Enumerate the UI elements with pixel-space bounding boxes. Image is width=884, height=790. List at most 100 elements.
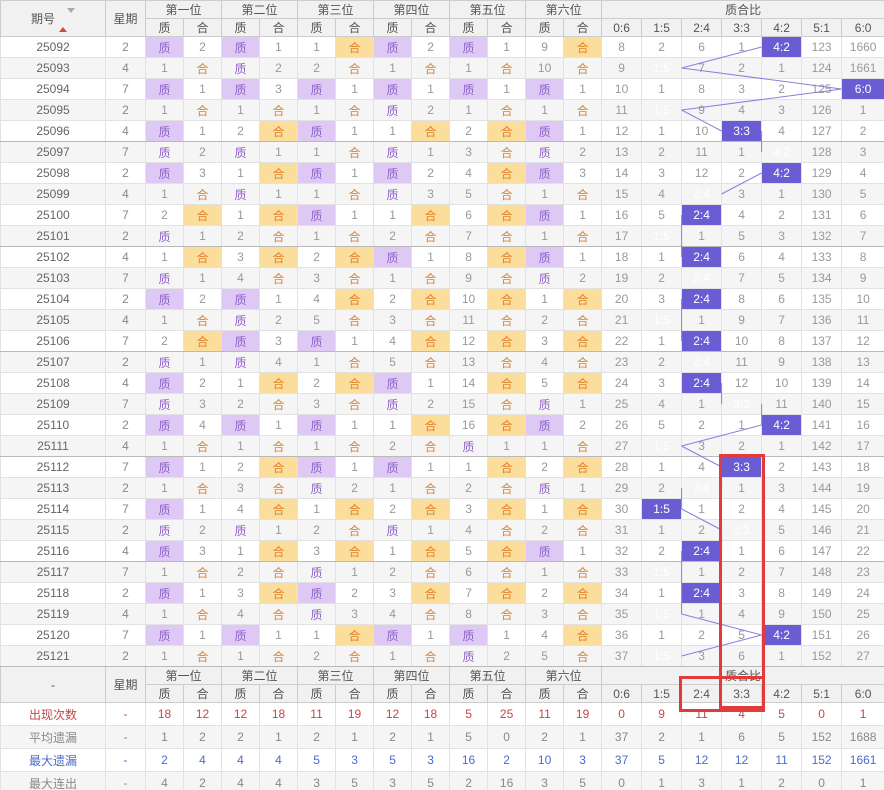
composite-cell: 合 — [487, 519, 527, 541]
prime-cell: 质 — [373, 372, 413, 394]
col-header-composite: 合 — [259, 18, 299, 37]
col-group-position-4: 第四位 — [373, 0, 451, 19]
stat-cell: 2 — [525, 725, 565, 749]
composite-cell: 合 — [182, 99, 223, 121]
miss-cell: 1 — [563, 540, 603, 562]
col-header-prime: 质 — [525, 18, 565, 37]
ratio-miss-cell: 7 — [721, 267, 763, 289]
ratio-miss-cell: 3 — [721, 183, 763, 205]
prime-cell: 质 — [449, 36, 489, 58]
miss-cell: 2 — [335, 477, 375, 499]
ratio-miss-cell: 12 — [681, 162, 723, 184]
miss-cell: 3 — [182, 162, 223, 184]
ratio-miss-cell: 10 — [681, 120, 723, 142]
miss-cell: 2 — [182, 288, 223, 310]
ratio-miss-cell: 2 — [641, 141, 683, 163]
ratio-miss-cell: 35 — [601, 603, 643, 625]
ratio-miss-cell: 7 — [841, 225, 884, 247]
composite-cell: 合 — [411, 309, 451, 331]
stat-ratio-cell: 37 — [601, 748, 643, 772]
ratio-miss-cell: 12 — [601, 120, 643, 142]
miss-cell: 1 — [411, 246, 451, 268]
period-cell: 25095 — [0, 99, 106, 121]
table-row: 25112 7 质 1 2 合质 1 质 1 1 合 2 合 28 1 4 3:3 2 143 18 — [0, 456, 884, 478]
composite-cell: 合 — [487, 309, 527, 331]
ratio-miss-cell: 8 — [761, 582, 803, 604]
miss-cell: 1 — [373, 540, 413, 562]
composite-cell: 合 — [259, 162, 299, 184]
composite-cell: 合 — [335, 393, 375, 415]
stat-label[interactable]: 最大连出 — [0, 771, 106, 790]
stat-label[interactable]: 出现次数 — [0, 702, 106, 726]
ratio-miss-cell: 4 — [721, 603, 763, 625]
col-header-ratio-4-2: 4:2 — [761, 18, 803, 37]
prime-cell: 质 — [525, 78, 565, 100]
miss-cell: 2 — [373, 435, 413, 457]
period-header[interactable]: 期号 — [0, 0, 106, 37]
miss-cell: 3 — [335, 603, 375, 625]
composite-cell: 合 — [182, 330, 223, 352]
miss-cell: 1 — [373, 267, 413, 289]
miss-cell: 4 — [259, 351, 299, 373]
miss-cell: 1 — [411, 372, 451, 394]
ratio-miss-cell: 23 — [841, 561, 884, 583]
miss-cell: 1 — [449, 57, 489, 79]
composite-cell: 合 — [411, 288, 451, 310]
composite-cell: 合 — [182, 603, 223, 625]
miss-cell: 2 — [411, 36, 451, 58]
ratio-miss-cell: 26 — [841, 624, 884, 646]
ratio-miss-cell: 125 — [801, 78, 843, 100]
stat-label[interactable]: 最大遗漏 — [0, 748, 106, 772]
prime-cell: 质 — [297, 582, 337, 604]
col-group-position-5: 第五位 — [449, 0, 527, 19]
prime-cell: 质 — [449, 624, 489, 646]
miss-cell: 3 — [182, 540, 223, 562]
ratio-miss-cell: 6 — [761, 288, 803, 310]
miss-cell: 6 — [449, 204, 489, 226]
composite-cell: 合 — [563, 351, 603, 373]
stat-label[interactable]: 平均遗漏 — [0, 725, 106, 749]
prime-cell: 质 — [145, 225, 184, 247]
ratio-miss-cell: 146 — [801, 519, 843, 541]
ratio-hit-cell: 4:2 — [761, 624, 803, 646]
composite-cell: 合 — [487, 414, 527, 436]
ratio-miss-cell: 124 — [801, 57, 843, 79]
miss-cell: 3 — [297, 540, 337, 562]
stat-ratio-cell: 1 — [841, 771, 884, 790]
composite-cell: 合 — [487, 267, 527, 289]
ratio-hit-cell: 2:4 — [681, 246, 723, 268]
miss-cell: 1 — [259, 288, 299, 310]
ratio-miss-cell: 1 — [761, 645, 803, 667]
composite-cell: 合 — [411, 57, 451, 79]
table-row: 25108 4 质 2 1 合 2 合质 1 14 合 5 合 24 3 2:4 12 10 139 14 — [0, 372, 884, 394]
ratio-miss-cell: 3 — [681, 435, 723, 457]
miss-cell: 2 — [221, 561, 261, 583]
miss-cell: 1 — [145, 561, 184, 583]
col-header-prime: 质 — [297, 18, 337, 37]
composite-cell: 合 — [411, 540, 451, 562]
stat-cell: 12 — [221, 702, 261, 726]
col-header-composite: 合 — [563, 18, 603, 37]
composite-cell: 合 — [259, 267, 299, 289]
miss-cell: 12 — [449, 330, 489, 352]
ratio-hit-cell: 2:4 — [681, 372, 723, 394]
ratio-miss-cell: 2 — [641, 267, 683, 289]
table-row: 25111 4 1 合 1 合 1 合 2 合质 1 1 合 27 1:5 3 2 1 142 17 — [0, 435, 884, 457]
miss-cell: 2 — [449, 120, 489, 142]
stat-row: 最大遗漏 -2 4 4 4 5 3 5 3 16 2 10 3 37 5 12 12 11 152 1661 — [0, 748, 884, 772]
col-header-ratio-3-3: 3:3 — [721, 18, 763, 37]
prime-cell: 质 — [373, 456, 413, 478]
prime-cell: 质 — [373, 183, 413, 205]
stat-cell: 4 — [221, 771, 261, 790]
table-row: 25107 2 质 1 质 4 1 合 5 合 13 合 4 合 23 2 2:4 11 9 138 13 — [0, 351, 884, 373]
ratio-hit-cell: 4:2 — [761, 36, 803, 58]
composite-cell: 合 — [411, 225, 451, 247]
composite-cell: 合 — [563, 288, 603, 310]
miss-cell: 3 — [182, 393, 223, 415]
miss-cell: 2 — [411, 162, 451, 184]
table-row: 25119 4 1 合 4 合质 3 4 合 8 合 3 合 35 1:5 1 4 9 150 25 — [0, 603, 884, 625]
ratio-miss-cell: 137 — [801, 330, 843, 352]
prime-cell: 质 — [145, 288, 184, 310]
miss-cell: 1 — [411, 141, 451, 163]
